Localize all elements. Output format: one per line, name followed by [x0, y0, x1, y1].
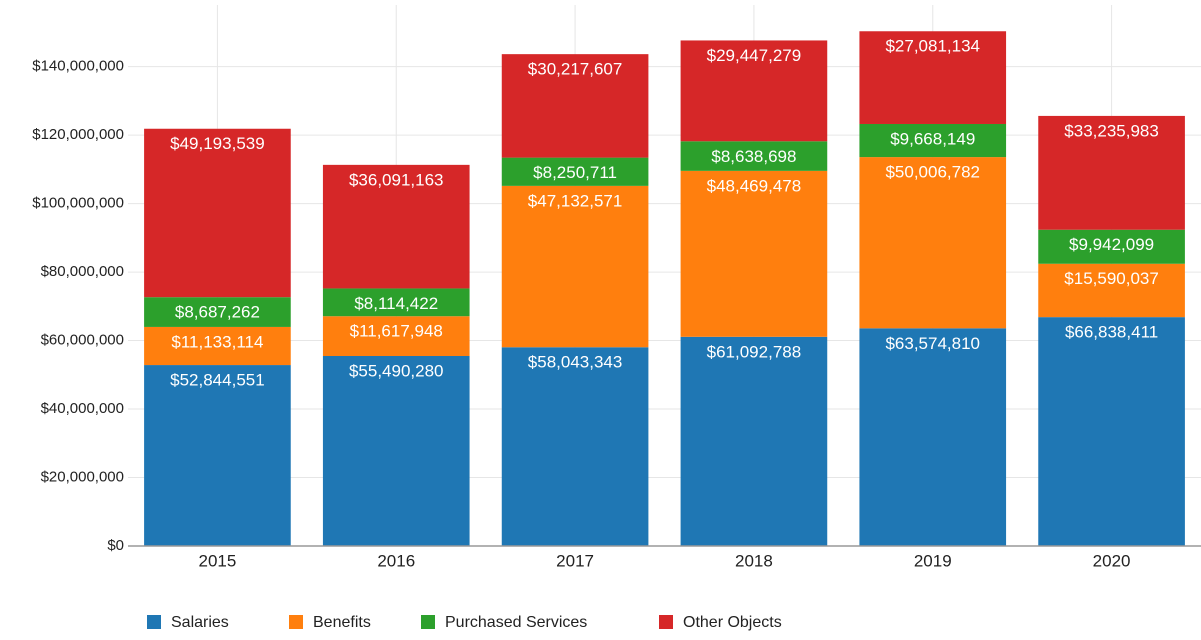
- value-label: $8,250,711: [533, 163, 617, 182]
- legend-swatch: [421, 615, 435, 629]
- legend-label: Benefits: [313, 614, 371, 631]
- x-tick-label: 2020: [1093, 551, 1131, 570]
- y-tick-label: $20,000,000: [41, 468, 124, 485]
- x-tick-label: 2018: [735, 551, 773, 570]
- value-label: $29,447,279: [707, 46, 802, 65]
- value-label: $11,133,114: [171, 332, 263, 351]
- value-label: $36,091,163: [349, 170, 444, 189]
- y-tick-label: $120,000,000: [32, 126, 124, 143]
- value-label: $11,617,948: [350, 322, 443, 341]
- y-tick-label: $60,000,000: [41, 332, 124, 349]
- legend-swatch: [147, 615, 161, 629]
- bar-segment: [1038, 317, 1185, 546]
- y-tick-label: $140,000,000: [32, 58, 124, 75]
- legend-label: Purchased Services: [445, 614, 587, 631]
- bar-segment: [859, 157, 1007, 329]
- bar-segment: [322, 355, 470, 546]
- bar-segment: [322, 288, 470, 317]
- value-label: $63,574,810: [885, 334, 980, 353]
- y-tick-label: $100,000,000: [32, 195, 124, 212]
- bar-segment: [680, 170, 828, 337]
- bar-segment: [501, 54, 649, 158]
- value-label: $66,838,411: [1065, 323, 1158, 342]
- y-tick-label: $0: [107, 537, 124, 554]
- legend-swatch: [659, 615, 673, 629]
- value-label: $8,114,422: [354, 294, 438, 313]
- bar-segment: [680, 336, 828, 546]
- bar-segment: [859, 31, 1007, 124]
- bar-segment: [859, 123, 1007, 158]
- value-label: $8,638,698: [711, 147, 796, 166]
- value-label: $55,490,280: [349, 361, 444, 380]
- y-tick-label: $80,000,000: [41, 263, 124, 280]
- value-label: $9,668,149: [890, 129, 975, 148]
- bar-segment: [859, 328, 1007, 546]
- y-tick-label: $40,000,000: [41, 400, 124, 417]
- bar-segment: [680, 141, 828, 171]
- bar-segment: [501, 347, 649, 546]
- bar-segment: [144, 297, 291, 327]
- legend-label: Other Objects: [683, 614, 782, 631]
- bar-segment: [322, 164, 470, 289]
- x-tick-label: 2015: [199, 551, 237, 570]
- legend-label: Salaries: [171, 614, 229, 631]
- bar-segment: [501, 157, 649, 186]
- value-label: $9,942,099: [1069, 235, 1154, 254]
- bar-segment: [501, 185, 649, 348]
- value-label: $49,193,539: [170, 134, 265, 153]
- value-label: $30,217,607: [528, 60, 623, 79]
- bar-segment: [1038, 229, 1185, 264]
- bar-segment: [680, 40, 828, 142]
- value-label: $8,687,262: [175, 303, 260, 322]
- x-tick-label: 2017: [556, 551, 594, 570]
- value-label: $47,132,571: [528, 191, 623, 210]
- value-label: $15,590,037: [1064, 269, 1159, 288]
- bar-segment: [144, 365, 291, 546]
- bar-segment: [322, 316, 470, 356]
- bar-segment: [144, 326, 291, 366]
- value-label: $52,844,551: [170, 371, 265, 390]
- x-tick-label: 2016: [377, 551, 415, 570]
- x-tick-label: 2019: [914, 551, 952, 570]
- value-label: $33,235,983: [1064, 121, 1159, 140]
- value-label: $50,006,782: [885, 163, 980, 182]
- legend-swatch: [289, 615, 303, 629]
- value-label: $58,043,343: [528, 353, 623, 372]
- value-label: $61,092,788: [707, 342, 802, 361]
- bar-segment: [1038, 263, 1185, 318]
- bar-segment: [1038, 115, 1185, 230]
- value-label: $27,081,134: [885, 37, 980, 56]
- value-label: $48,469,478: [707, 176, 802, 195]
- bar-segment: [144, 128, 291, 298]
